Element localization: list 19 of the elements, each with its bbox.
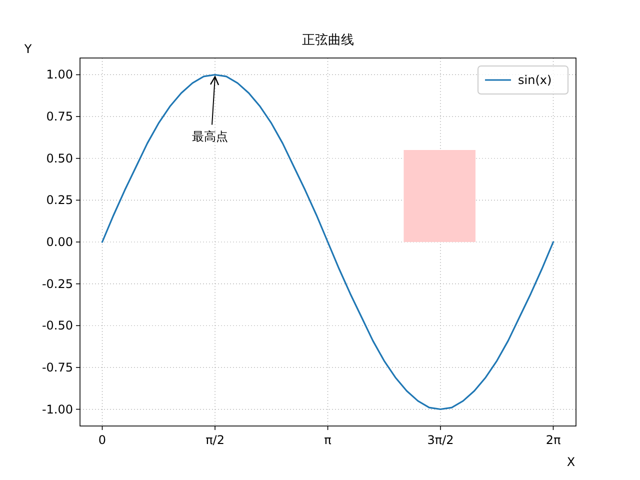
y-axis-title: Y <box>23 42 32 56</box>
y-tick-label: 0.75 <box>46 110 73 124</box>
x-tick-label: 3π/2 <box>427 433 454 447</box>
y-tick-label: -0.50 <box>42 318 73 333</box>
y-tick-label: -1.00 <box>42 402 73 416</box>
y-tick-label: 0.25 <box>46 193 73 208</box>
y-tick-label: -0.75 <box>42 360 73 374</box>
y-tick-label: 1.00 <box>46 68 73 82</box>
chart-title: 正弦曲线 <box>302 33 354 48</box>
x-tick-label: π/2 <box>206 433 224 447</box>
legend-label: sin(x) <box>518 73 552 87</box>
x-tick-label: 0 <box>98 433 106 447</box>
x-axis-title: X <box>566 455 576 469</box>
annotation: 最高点 <box>192 130 228 144</box>
y-tick-label: 0.00 <box>46 235 73 249</box>
x-tick-label: 2π <box>546 433 561 447</box>
y-tick-label: -0.25 <box>42 276 73 291</box>
x-tick-label: π <box>324 433 332 447</box>
y-tick-label: 0.50 <box>46 151 73 166</box>
